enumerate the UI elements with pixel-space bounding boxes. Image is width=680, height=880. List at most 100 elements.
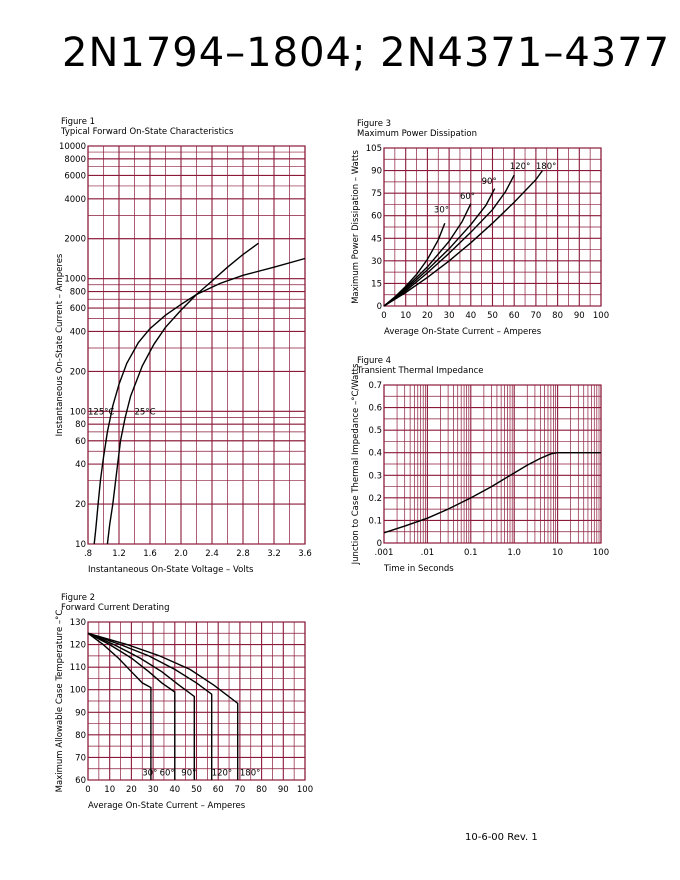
series-label: 120° xyxy=(212,768,232,778)
x-tick-label: 100 xyxy=(593,311,609,321)
plot-frame xyxy=(383,384,602,544)
chart-title: Transient Thermal Impedance xyxy=(356,366,484,376)
y-tick-label: 30 xyxy=(371,257,382,267)
x-tick-label: 2.8 xyxy=(236,549,250,559)
x-tick-label: 3.2 xyxy=(267,549,281,559)
y-tick-label: 70 xyxy=(75,753,86,763)
series-line xyxy=(87,632,176,780)
series-line xyxy=(383,188,496,307)
y-tick-label: 0 xyxy=(377,539,382,549)
y-tick-label: 0.5 xyxy=(368,426,382,436)
x-axis-label: Average On-State Current – Amperes xyxy=(88,801,246,811)
x-tick-label: 50 xyxy=(191,785,202,795)
series-line xyxy=(93,257,306,545)
y-tick-label: 0.6 xyxy=(368,404,382,414)
x-tick-label: 90 xyxy=(574,311,585,321)
series-line xyxy=(383,452,601,534)
chart-title: Maximum Power Dissipation xyxy=(357,129,477,139)
y-tick-label: 100 xyxy=(70,686,86,696)
x-tick-label: 60 xyxy=(213,785,224,795)
y-axis-label: Maximum Power Dissipation – Watts xyxy=(351,150,361,304)
series-line xyxy=(383,174,515,307)
x-tick-label: 1.2 xyxy=(112,549,126,559)
x-tick-label: 60 xyxy=(509,311,520,321)
y-tick-label: 600 xyxy=(70,304,86,314)
series-line xyxy=(87,632,239,780)
y-tick-label: 90 xyxy=(371,167,382,177)
y-tick-label: 0 xyxy=(377,302,382,312)
y-tick-label: 10 xyxy=(75,540,86,550)
x-tick-label: 100 xyxy=(297,785,313,795)
revision-note: 10-6-00 Rev. 1 xyxy=(465,832,538,843)
x-tick-label: 1.6 xyxy=(143,549,157,559)
series-label: 180° xyxy=(240,768,260,778)
figure-label: Figure 1 xyxy=(61,117,95,127)
series-line xyxy=(383,170,543,307)
x-tick-label: 40 xyxy=(465,311,476,321)
x-axis-label: Time in Seconds xyxy=(383,564,454,574)
x-axis-label: Average On-State Current – Amperes xyxy=(384,327,542,337)
page-title: 2N1794–1804; 2N4371–4377 xyxy=(62,30,671,76)
y-tick-label: 90 xyxy=(75,708,86,718)
series-line xyxy=(87,632,195,780)
x-tick-label: 80 xyxy=(256,785,267,795)
y-axis-label: Instantaneous On-State Current – Amperes xyxy=(55,253,65,436)
y-tick-label: 20 xyxy=(75,500,86,510)
figure-label: Figure 2 xyxy=(61,593,95,603)
y-tick-label: 60 xyxy=(75,776,86,786)
y-tick-label: 110 xyxy=(70,663,86,673)
series-line xyxy=(383,203,472,307)
x-tick-label: .001 xyxy=(375,548,394,558)
x-tick-label: 70 xyxy=(234,785,245,795)
y-tick-label: 400 xyxy=(70,327,86,337)
x-tick-label: 70 xyxy=(530,311,541,321)
y-tick-label: 0.2 xyxy=(368,494,382,504)
y-tick-label: 75 xyxy=(371,189,382,199)
x-tick-label: 2.0 xyxy=(174,549,188,559)
x-tick-label: 100 xyxy=(593,548,609,558)
y-tick-label: 2000 xyxy=(64,235,86,245)
x-tick-label: 90 xyxy=(278,785,289,795)
plot-frame xyxy=(87,145,306,545)
y-tick-label: 40 xyxy=(75,460,86,470)
series-label: 60° xyxy=(160,768,175,778)
series-label: 180° xyxy=(536,162,556,172)
y-axis-label: Maximum Allowable Case Temperature –°C xyxy=(55,610,65,793)
y-tick-label: 15 xyxy=(371,279,382,289)
series-line xyxy=(87,632,152,780)
x-tick-label: 40 xyxy=(169,785,180,795)
x-tick-label: 30 xyxy=(148,785,159,795)
x-tick-label: 0.1 xyxy=(464,548,478,558)
y-tick-label: 0.1 xyxy=(368,516,382,526)
x-tick-label: 2.4 xyxy=(205,549,219,559)
y-tick-label: 4000 xyxy=(64,195,86,205)
series-label: 30° xyxy=(434,206,449,216)
x-tick-label: 20 xyxy=(126,785,137,795)
y-tick-label: 105 xyxy=(366,144,382,154)
x-axis-label: Instantaneous On-State Voltage – Volts xyxy=(88,565,254,575)
figure-label: Figure 4 xyxy=(357,356,391,366)
series-label: 90° xyxy=(181,768,196,778)
x-tick-label: 20 xyxy=(422,311,433,321)
y-tick-label: 45 xyxy=(371,234,382,244)
y-axis-label: Junction to Case Thermal Impedance –°C/W… xyxy=(351,363,361,565)
y-tick-label: 6000 xyxy=(64,171,86,181)
x-tick-label: 10 xyxy=(552,548,563,558)
y-tick-label: 8000 xyxy=(64,155,86,165)
x-tick-label: .8 xyxy=(84,549,92,559)
y-tick-label: 200 xyxy=(70,367,86,377)
y-tick-label: 0.4 xyxy=(368,449,382,459)
x-tick-label: 50 xyxy=(487,311,498,321)
y-tick-label: 0.7 xyxy=(368,381,382,391)
x-tick-label: 0 xyxy=(381,311,386,321)
chart-title: Typical Forward On-State Characteristics xyxy=(60,127,234,137)
x-tick-label: 1.0 xyxy=(507,548,521,558)
x-tick-label: .01 xyxy=(421,548,435,558)
y-tick-label: 60 xyxy=(75,437,86,447)
series-line xyxy=(87,632,213,780)
x-tick-label: 30 xyxy=(444,311,455,321)
x-tick-label: 3.6 xyxy=(298,549,312,559)
x-tick-label: 10 xyxy=(104,785,115,795)
